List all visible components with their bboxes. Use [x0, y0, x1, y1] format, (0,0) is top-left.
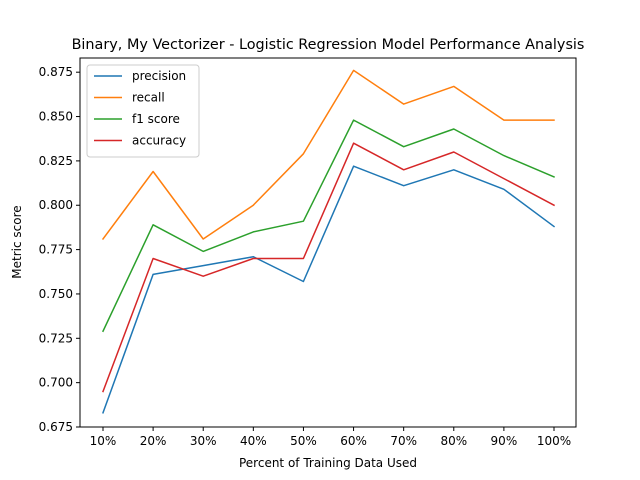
y-tick-label: 0.750 — [39, 287, 73, 301]
chart-title: Binary, My Vectorizer - Logistic Regress… — [72, 37, 585, 53]
x-tick-label: 60% — [340, 434, 367, 448]
x-tick-label: 80% — [440, 434, 467, 448]
axes-layer: 10% 20% 30% 40% 50% 60% 70% 80% 90% 100% 0.675 0.70… — [39, 65, 572, 448]
x-tick-label: 20% — [140, 434, 167, 448]
x-tick-label: 100% — [537, 434, 571, 448]
y-tick-label: 0.675 — [39, 420, 73, 434]
y-tick-label: 0.800 — [39, 198, 73, 212]
x-axis-label: Percent of Training Data Used — [239, 456, 417, 470]
y-tick-label: 0.825 — [39, 154, 73, 168]
y-tick-label: 0.725 — [39, 331, 73, 345]
legend-label: precision — [132, 69, 186, 83]
legend-label: recall — [132, 91, 165, 105]
series-line-precision — [102, 165, 556, 414]
y-tick-label: 0.850 — [39, 110, 73, 124]
x-tick-label: 40% — [240, 434, 267, 448]
x-tick-label: 50% — [290, 434, 317, 448]
series-line-f1-score — [102, 119, 555, 333]
legend: precision recall f1 score accuracy — [86, 64, 200, 158]
y-axis-label: Metric score — [10, 205, 24, 278]
series-layer — [101, 69, 556, 414]
y-tick-label: 0.875 — [39, 65, 73, 79]
series-line-accuracy — [102, 142, 556, 393]
x-tick-label: 10% — [90, 434, 117, 448]
y-tick-label: 0.775 — [39, 243, 73, 257]
plot-frame — [79, 57, 577, 428]
legend-label: f1 score — [132, 112, 180, 126]
y-tick-label: 0.700 — [39, 376, 73, 390]
x-tick-label: 70% — [390, 434, 417, 448]
x-tick-label: 30% — [190, 434, 217, 448]
x-tick-label: 90% — [491, 434, 518, 448]
series-line-recall — [101, 69, 555, 241]
legend-label: accuracy — [132, 134, 186, 148]
legend-box — [86, 64, 200, 158]
